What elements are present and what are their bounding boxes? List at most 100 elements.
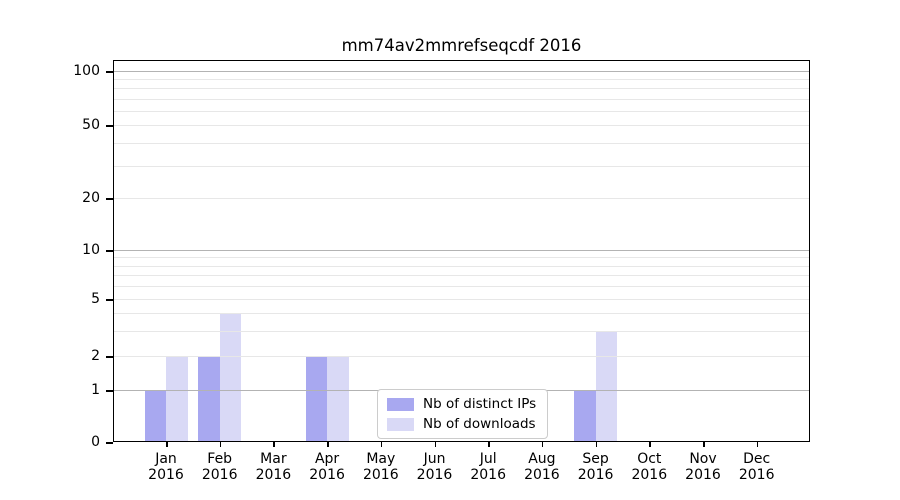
minor-gridline — [113, 356, 810, 357]
x-tick-label-year: 2016 — [416, 467, 453, 483]
x-tick-label-year: 2016 — [148, 467, 184, 483]
x-tick-label-month: May — [366, 451, 396, 467]
x-tick-label: Apr 2016 — [297, 451, 357, 483]
x-tick-mark — [703, 442, 705, 447]
x-tick-label: Feb 2016 — [190, 451, 250, 483]
legend-label-downloads: Nb of downloads — [423, 416, 536, 432]
x-tick-mark — [219, 442, 222, 447]
x-tick-label-month: Apr — [314, 451, 340, 467]
x-tick-label-month: Dec — [743, 451, 771, 467]
y-tick-mark — [106, 442, 113, 444]
minor-gridline — [113, 286, 810, 288]
x-tick-label-month: Oct — [637, 451, 662, 467]
x-tick-label-year: 2016 — [631, 467, 668, 483]
x-tick-label: Nov 2016 — [673, 451, 733, 483]
x-tick-label-month: Mar — [260, 451, 287, 467]
legend-item-downloads: Nb of downloads — [387, 416, 536, 432]
minor-gridline — [113, 110, 810, 112]
legend-label-distinct-ips: Nb of distinct IPs — [423, 396, 537, 412]
x-tick-mark — [649, 442, 651, 447]
x-tick-label: Jan 2016 — [136, 451, 196, 483]
x-tick-mark — [595, 442, 598, 447]
x-tick-label-year: 2016 — [255, 467, 292, 483]
x-tick-label: May 2016 — [351, 451, 411, 483]
x-tick-label-month: Sep — [582, 451, 609, 467]
minor-gridline — [113, 312, 810, 314]
y-tick-label: 1 — [91, 382, 100, 398]
minor-gridline — [113, 275, 810, 277]
bar-distinct-ips — [574, 390, 596, 442]
x-tick-label-month: Feb — [207, 451, 233, 467]
bar-distinct-ips — [198, 356, 220, 442]
y-tick-mark — [106, 71, 113, 73]
legend: Nb of distinct IPs Nb of downloads — [377, 389, 549, 439]
x-tick-mark — [380, 442, 383, 447]
minor-gridline — [113, 299, 810, 300]
x-tick-label-year: 2016 — [309, 467, 345, 483]
x-tick-label: Mar 2016 — [243, 451, 303, 483]
y-tick-mark — [106, 356, 113, 358]
x-tick-mark — [434, 442, 436, 447]
minor-gridline — [113, 257, 810, 259]
x-tick-mark — [541, 442, 544, 447]
x-tick-mark — [756, 442, 759, 447]
minor-gridline — [113, 79, 810, 81]
minor-gridline — [113, 142, 810, 144]
y-tick-label: 2 — [91, 348, 100, 364]
chart-title: mm74av2mmrefseqcdf 2016 — [341, 36, 582, 55]
y-tick-mark — [106, 299, 113, 301]
x-tick-label: Oct 2016 — [619, 451, 679, 483]
major-gridline — [113, 71, 810, 72]
x-tick-label: Sep 2016 — [566, 451, 626, 483]
minor-gridline — [113, 330, 810, 332]
legend-item-distinct-ips: Nb of distinct IPs — [387, 396, 536, 412]
x-tick-label-year: 2016 — [470, 467, 506, 483]
bar-downloads — [219, 312, 242, 442]
x-tick-mark — [327, 442, 329, 447]
y-tick-mark — [106, 125, 113, 127]
x-tick-mark — [166, 442, 168, 447]
legend-swatch-distinct-ips — [387, 397, 414, 411]
x-tick-label-year: 2016 — [738, 467, 775, 483]
bar-distinct-ips — [305, 356, 328, 442]
x-tick-label-year: 2016 — [577, 467, 614, 483]
y-tick-label: 0 — [91, 434, 100, 450]
major-gridline — [113, 250, 810, 251]
x-tick-label-year: 2016 — [362, 467, 399, 483]
legend-swatch-downloads — [387, 417, 414, 431]
y-tick-mark — [106, 390, 113, 392]
y-tick-label: 20 — [82, 190, 100, 206]
y-tick-label: 50 — [82, 117, 100, 133]
y-tick-label: 100 — [73, 63, 100, 79]
minor-gridline — [113, 125, 810, 126]
y-tick-label: 5 — [91, 291, 100, 307]
x-tick-mark — [273, 442, 275, 447]
bar-downloads — [166, 356, 188, 442]
x-tick-label-year: 2016 — [685, 467, 721, 483]
minor-gridline — [113, 88, 810, 90]
x-tick-label: Jul 2016 — [458, 451, 518, 483]
minor-gridline — [113, 98, 810, 100]
y-tick-label: 10 — [82, 242, 100, 258]
x-tick-label-month: Jan — [155, 451, 177, 467]
plot-area — [113, 60, 810, 442]
x-tick-label-month: Nov — [689, 451, 717, 467]
x-tick-mark — [488, 442, 490, 447]
bar-downloads — [327, 356, 349, 442]
x-tick-label-month: Aug — [528, 451, 556, 467]
x-tick-label: Dec 2016 — [727, 451, 787, 483]
bar-downloads — [595, 330, 618, 442]
x-tick-label: Aug 2016 — [512, 451, 572, 483]
y-tick-mark — [106, 198, 113, 200]
x-tick-label-year: 2016 — [201, 467, 238, 483]
x-tick-label-month: Jun — [423, 451, 446, 467]
minor-gridline — [113, 265, 810, 267]
x-tick-label: Jun 2016 — [405, 451, 465, 483]
y-tick-mark — [106, 250, 113, 252]
x-tick-label-year: 2016 — [524, 467, 560, 483]
minor-gridline — [113, 165, 810, 167]
bar-distinct-ips — [144, 390, 166, 442]
minor-gridline — [113, 198, 810, 199]
x-tick-label-month: Jul — [479, 451, 497, 467]
